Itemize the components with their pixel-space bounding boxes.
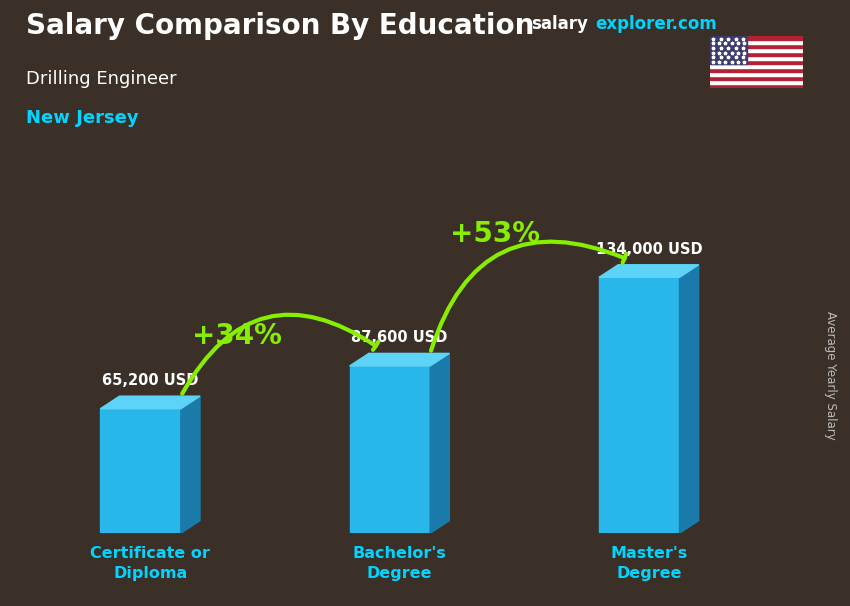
Bar (710, 80, 803, 84)
Text: Salary Comparison By Education: Salary Comparison By Education (26, 12, 534, 40)
Text: Bachelor's
Degree: Bachelor's Degree (353, 546, 446, 581)
Text: 65,200 USD: 65,200 USD (102, 373, 198, 388)
Polygon shape (430, 353, 450, 533)
Polygon shape (679, 265, 699, 533)
Bar (710, 60, 803, 64)
Bar (710, 72, 803, 76)
Bar (710, 84, 803, 88)
Bar (710, 44, 803, 48)
Text: salary: salary (531, 15, 588, 33)
Polygon shape (181, 396, 200, 533)
Bar (710, 48, 803, 52)
Bar (710, 36, 803, 41)
Bar (710, 64, 803, 68)
Polygon shape (100, 409, 181, 533)
Bar (710, 56, 803, 60)
Text: New Jersey: New Jersey (26, 109, 138, 127)
Text: 87,600 USD: 87,600 USD (351, 330, 448, 345)
Bar (710, 41, 803, 44)
Text: Average Yearly Salary: Average Yearly Salary (824, 311, 837, 440)
Text: 134,000 USD: 134,000 USD (596, 242, 702, 257)
Polygon shape (100, 396, 200, 409)
Polygon shape (599, 278, 679, 533)
Polygon shape (349, 353, 450, 366)
Bar (710, 52, 803, 56)
Text: Certificate or
Diploma: Certificate or Diploma (90, 546, 210, 581)
Text: Drilling Engineer: Drilling Engineer (26, 70, 176, 88)
Text: +53%: +53% (450, 219, 541, 248)
Text: explorer.com: explorer.com (595, 15, 717, 33)
Bar (710, 76, 803, 80)
Bar (710, 68, 803, 72)
Polygon shape (599, 265, 699, 278)
Polygon shape (349, 366, 430, 533)
Text: +34%: +34% (191, 322, 281, 350)
Text: Master's
Degree: Master's Degree (610, 546, 688, 581)
Bar (710, 36, 747, 64)
